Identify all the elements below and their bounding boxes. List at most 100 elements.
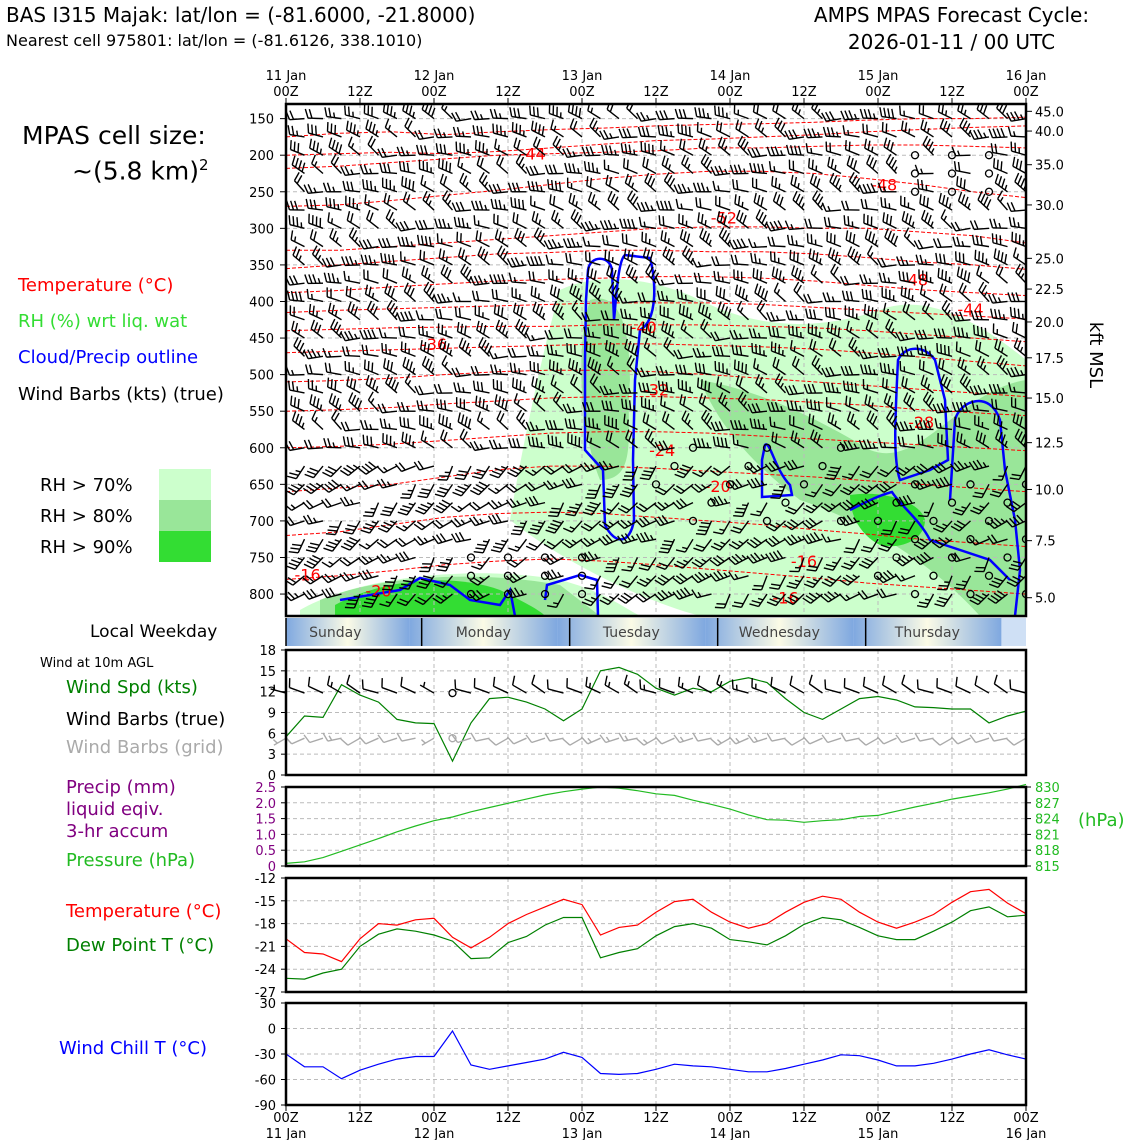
barb-full [552,135,559,145]
barb-full [479,322,484,333]
barb-full [347,136,353,146]
barb-full [830,414,835,424]
barb-full [529,360,532,371]
barb-full [518,412,525,422]
upper-air-barb [455,397,472,412]
barb-full [367,135,374,145]
barb-shaft [825,209,842,213]
barb-full [329,228,334,238]
barb-full [568,163,572,173]
barb-full [756,104,760,114]
barb-half [298,255,302,261]
barb-full [361,555,370,564]
barb-full [497,396,502,406]
barb-full [992,323,995,333]
barb-full [461,217,465,228]
barb-shaft [868,465,879,479]
barb-half [701,351,706,357]
barb-shaft [493,222,509,230]
barb-full [952,511,963,516]
upper-air-barb [566,342,583,358]
barb-full [575,288,580,298]
upper-air-barb [478,336,493,357]
barb-full [362,434,365,445]
upper-air-barb [457,247,472,266]
temperature-contour-label: -28 [908,413,934,432]
barb-full [477,275,484,285]
barb-full [680,319,686,330]
upper-air-barb [286,502,287,513]
barb-full [649,325,652,336]
barb-half [887,277,891,283]
barb-shaft [753,111,768,120]
barb-full [994,143,998,154]
upper-air-barb [618,294,638,304]
barb-full [341,256,346,266]
barb-full [639,477,650,481]
barb-full [342,436,346,446]
barb-full [298,160,303,170]
barb-shaft [286,315,287,321]
upper-air-barb [950,520,971,532]
barb-full [496,154,501,164]
upper-air-barb [970,502,990,515]
barb-full [401,493,412,496]
barb-full [587,161,591,172]
barb-half [816,108,821,115]
barb-full [603,220,609,230]
barb-full [416,521,426,528]
barb-full [735,179,739,190]
barb-full [768,522,778,529]
barb-full [383,521,393,527]
upper-air-barb [396,401,416,412]
barb-full [922,270,924,281]
barb-full [839,441,846,451]
barb-full [839,276,846,286]
barb-full [998,431,1003,442]
barb-full [682,109,687,119]
upper-air-barb [846,155,860,175]
upper-air-barb [562,520,583,533]
barb-full [396,146,402,156]
barb-full [957,460,965,470]
barb-full [746,479,754,489]
upper-air-barb [436,233,453,248]
barb-full [645,263,651,273]
barb-full [529,165,535,176]
barb-full [938,537,947,544]
barb-full [535,139,541,149]
barb-full [516,409,523,419]
upper-air-barb [473,538,491,554]
barb-full [384,118,390,128]
barb-full [994,399,998,409]
barb-full [787,460,794,470]
barb-full [386,359,390,370]
barb-full [878,272,883,283]
barb-full [658,551,669,554]
upper-air-barb [729,419,749,431]
barb-full [902,495,909,505]
barb-full [288,562,298,567]
temperature-contour-line [286,170,1026,207]
barb-full [850,413,855,424]
barb-full [601,521,611,528]
barb-full [826,473,837,477]
barb-full [414,130,420,140]
upper-air-barb [509,107,527,120]
barb-shaft [826,538,842,543]
barb-full [381,342,384,353]
barb-full [674,274,679,284]
barb-full [889,215,893,226]
barb-full [621,398,624,409]
barb-full [977,190,983,201]
barb-half [963,462,969,468]
upper-air-barb [638,382,657,394]
barb-full [606,488,616,492]
barb-full [790,430,795,440]
upper-air-barb [898,270,916,284]
barb-full [657,380,661,391]
barb-full [587,327,591,337]
barb-full [538,380,542,390]
upper-air-barb [954,251,971,266]
